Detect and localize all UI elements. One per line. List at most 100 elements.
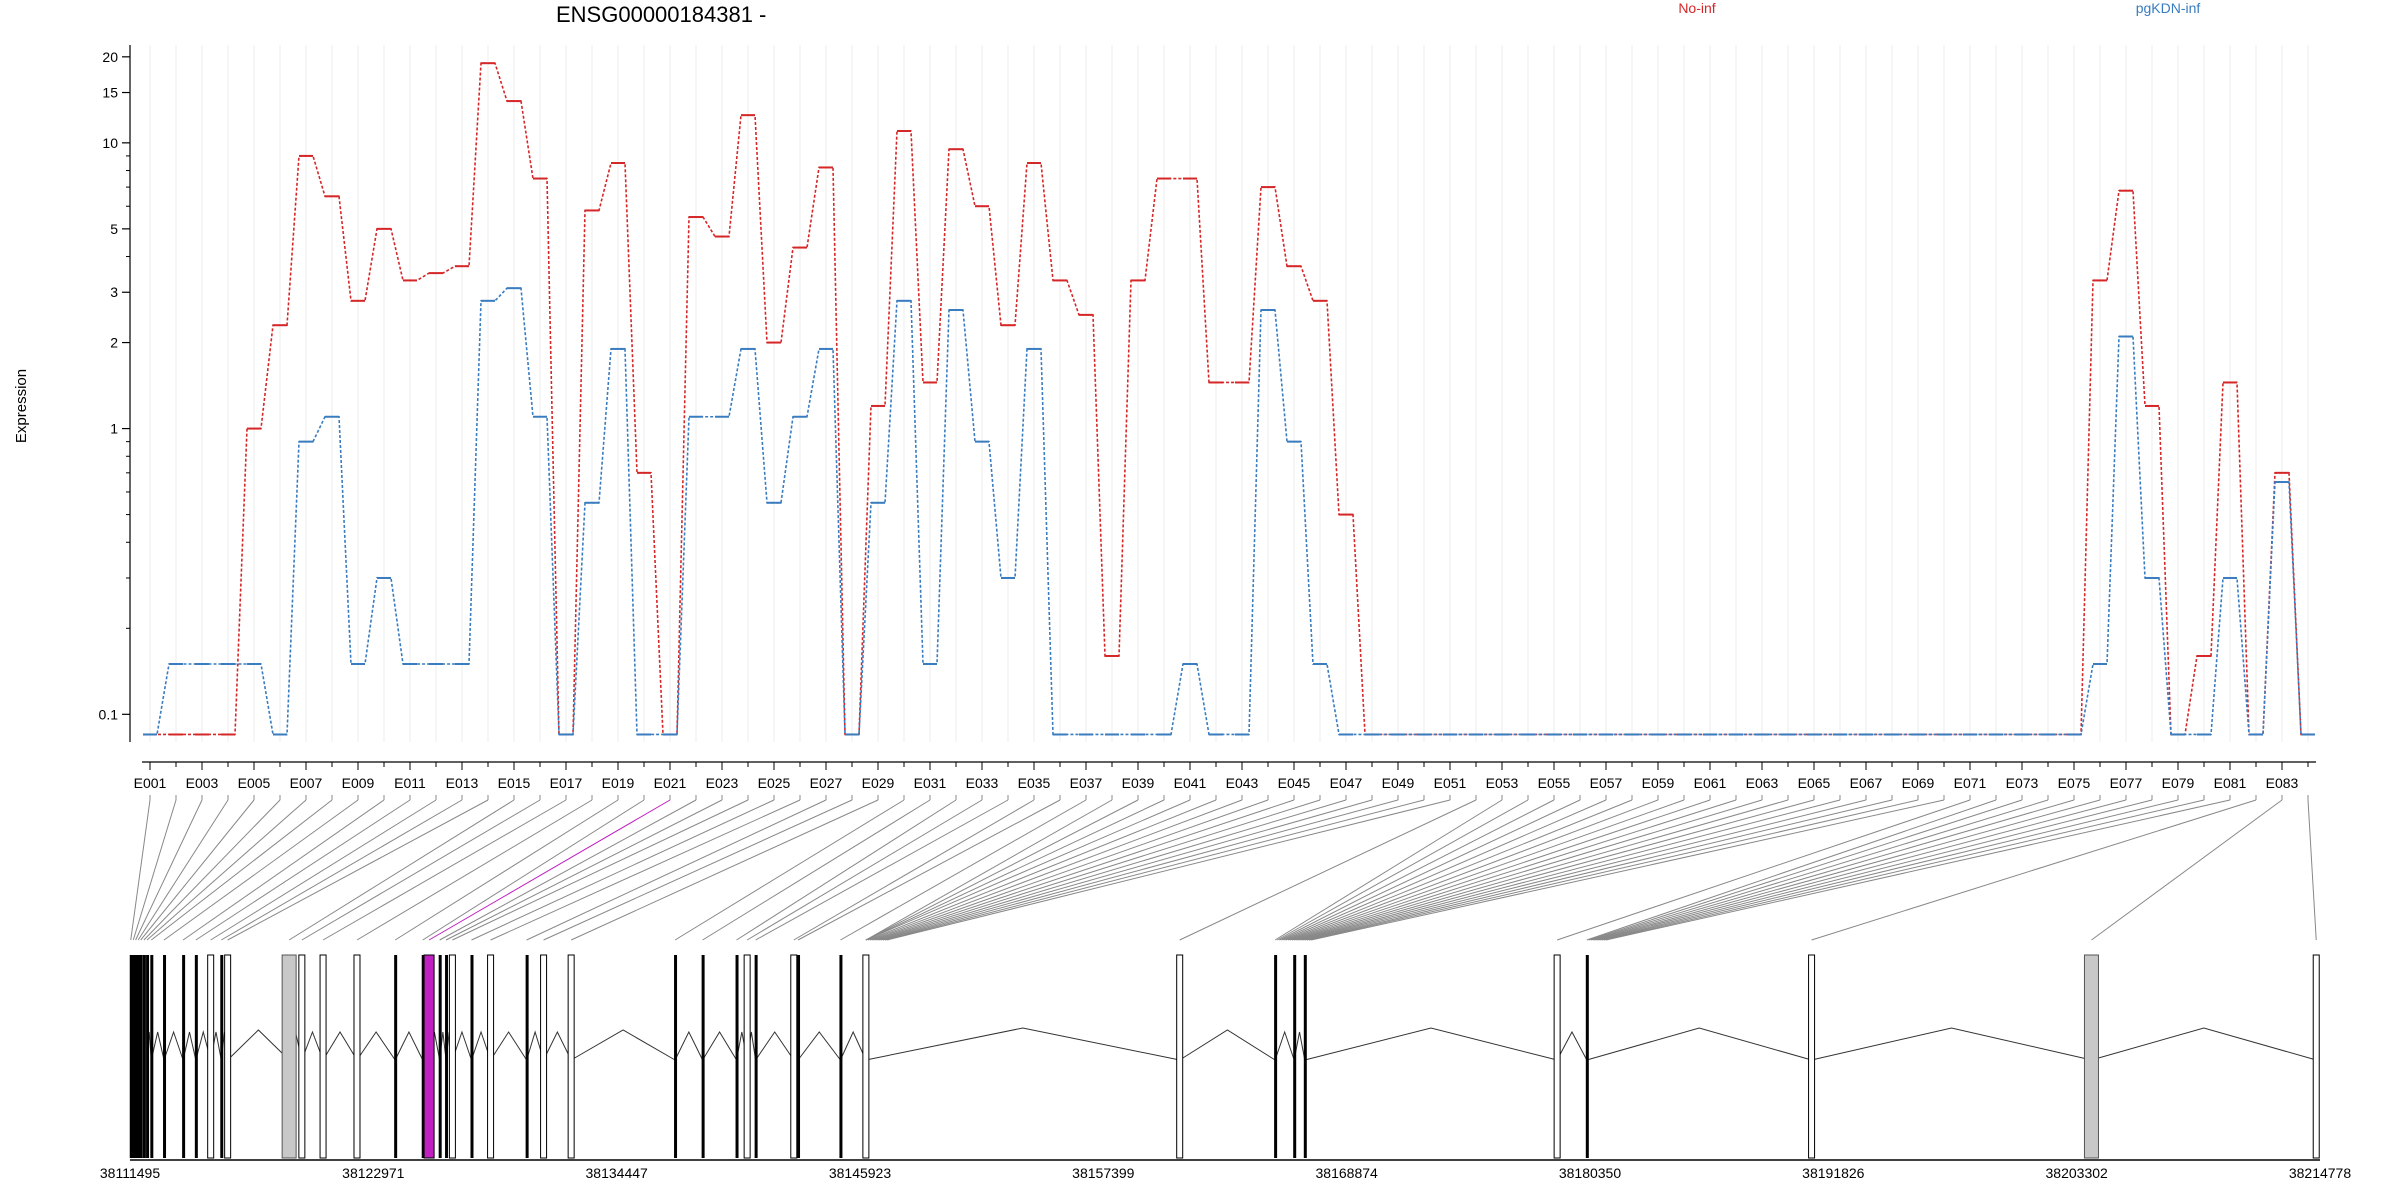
- exon-tick-label: E011: [394, 775, 426, 791]
- exon-tick-label: E073: [2006, 775, 2039, 791]
- exon-tick-label: E081: [2214, 775, 2247, 791]
- exon-tick-label: E055: [1538, 775, 1571, 791]
- exon-box: [150, 955, 154, 1158]
- exon-tick-label: E045: [1278, 775, 1311, 791]
- connector-E022: [439, 799, 697, 941]
- connector-E075: [1593, 799, 2075, 941]
- gene-model: [129, 954, 2320, 1159]
- y-axis-label: Expression: [13, 369, 30, 443]
- connector-E019: [394, 799, 619, 941]
- exon-tick-label: E053: [1486, 775, 1519, 791]
- exon-box: [470, 955, 474, 1158]
- exon-tick-label: E019: [602, 775, 635, 791]
- exon-box-open: [353, 954, 361, 1159]
- connector-E066: [1302, 799, 1841, 941]
- connector-E017: [322, 799, 567, 941]
- connector-E009: [163, 799, 359, 941]
- y-tick-label: 15: [102, 85, 118, 101]
- connector-E013: [221, 799, 463, 941]
- series-connector-No-inf: [143, 62, 2315, 736]
- connector-E040: [865, 799, 1165, 941]
- exon-box: [735, 955, 739, 1158]
- intron-connector: [702, 1031, 737, 1061]
- connector-E074: [1590, 799, 2049, 941]
- exon-box: [129, 955, 133, 1158]
- connector-E010: [182, 799, 385, 941]
- exon-box: [445, 955, 449, 1158]
- intron-connector: [797, 1031, 841, 1061]
- exon-box-open: [487, 954, 495, 1159]
- connector-E083: [2091, 799, 2283, 941]
- intron-connector: [322, 1031, 358, 1061]
- exon-box: [220, 955, 224, 1158]
- exon-tick-label: E077: [2110, 775, 2143, 791]
- genomic-tick-label: 38122971: [342, 1165, 405, 1181]
- intron-connector: [1304, 1027, 1558, 1061]
- genomic-tick-label: 38191826: [1802, 1165, 1865, 1181]
- intron-connector: [163, 1030, 184, 1061]
- connector-E006: [143, 799, 281, 941]
- exon-box-open: [2312, 954, 2320, 1159]
- connector-E015: [288, 799, 515, 941]
- series-lines: [143, 62, 2315, 736]
- exon-box: [1585, 955, 1589, 1158]
- intron-connector: [839, 1030, 867, 1061]
- exon-tick-label: E071: [1954, 775, 1987, 791]
- connector-E004: [137, 799, 229, 941]
- exon-box-open: [207, 954, 215, 1159]
- connector-E082: [1811, 799, 2257, 941]
- series-connector-pgKDN-inf: [143, 287, 2315, 736]
- exon-box-open: [298, 954, 306, 1159]
- exon-tick-label: E075: [2058, 775, 2091, 791]
- intron-connector: [1586, 1027, 1812, 1061]
- connector-E027: [526, 799, 827, 941]
- intron-connector: [570, 1029, 676, 1061]
- connector-E024: [452, 799, 749, 941]
- connector-E049: [882, 799, 1399, 941]
- exon-tick-label: E007: [290, 775, 323, 791]
- exon-tick-label: E037: [1070, 775, 1103, 791]
- connector-E050: [884, 799, 1425, 941]
- exon-tick-label: E021: [654, 775, 687, 791]
- connector-E023: [445, 799, 723, 941]
- exon-tick-label: E033: [966, 775, 999, 791]
- connector-E029: [570, 799, 879, 941]
- intron-connector: [394, 1030, 424, 1061]
- legend-entry-no-inf: No-inf: [1678, 0, 1715, 16]
- exon-box: [754, 955, 758, 1158]
- exon-tick-label: E017: [550, 775, 583, 791]
- y-tick-label: 0.1: [99, 706, 119, 722]
- exon-axis: E001 E003 E005 E007 E009 E011 E013 E015 E017 E019…: [134, 761, 2316, 791]
- genomic-tick-label: 38157399: [1072, 1165, 1135, 1181]
- intron-connector: [356, 1031, 396, 1061]
- connector-E078: [1599, 799, 2153, 941]
- exon-tick-label: E063: [1746, 775, 1779, 791]
- connector-E043: [869, 799, 1243, 941]
- connector-E018: [356, 799, 593, 941]
- connector-E061: [1291, 799, 1711, 941]
- exon-box-open: [448, 954, 456, 1159]
- intron-connector: [490, 1031, 528, 1061]
- exon-box: [674, 955, 678, 1158]
- exon-box: [163, 955, 167, 1158]
- exon-tick-label: E015: [498, 775, 531, 791]
- y-tick-label: 2: [110, 335, 118, 351]
- connector-E062: [1294, 799, 1737, 941]
- exon-tick-label: E051: [1434, 775, 1467, 791]
- exon-box-open: [1553, 954, 1561, 1159]
- exon-tick-label: E049: [1382, 775, 1415, 791]
- connector-E054: [1276, 799, 1529, 941]
- exon-tick-label: E001: [134, 775, 167, 791]
- y-tick-label: 3: [110, 284, 118, 300]
- exon-box: [525, 955, 529, 1158]
- exon-box-open: [224, 954, 232, 1159]
- exon-box-open: [1176, 954, 1184, 1159]
- exon-box-alternative: [2083, 954, 2099, 1159]
- plot-grid: [149, 45, 2309, 742]
- genomic-tick-label: 38145923: [829, 1165, 892, 1181]
- intron-connector: [182, 1031, 197, 1061]
- intron-connector: [674, 1030, 704, 1061]
- connector-E072: [1586, 799, 1997, 941]
- connector-E041: [865, 799, 1191, 941]
